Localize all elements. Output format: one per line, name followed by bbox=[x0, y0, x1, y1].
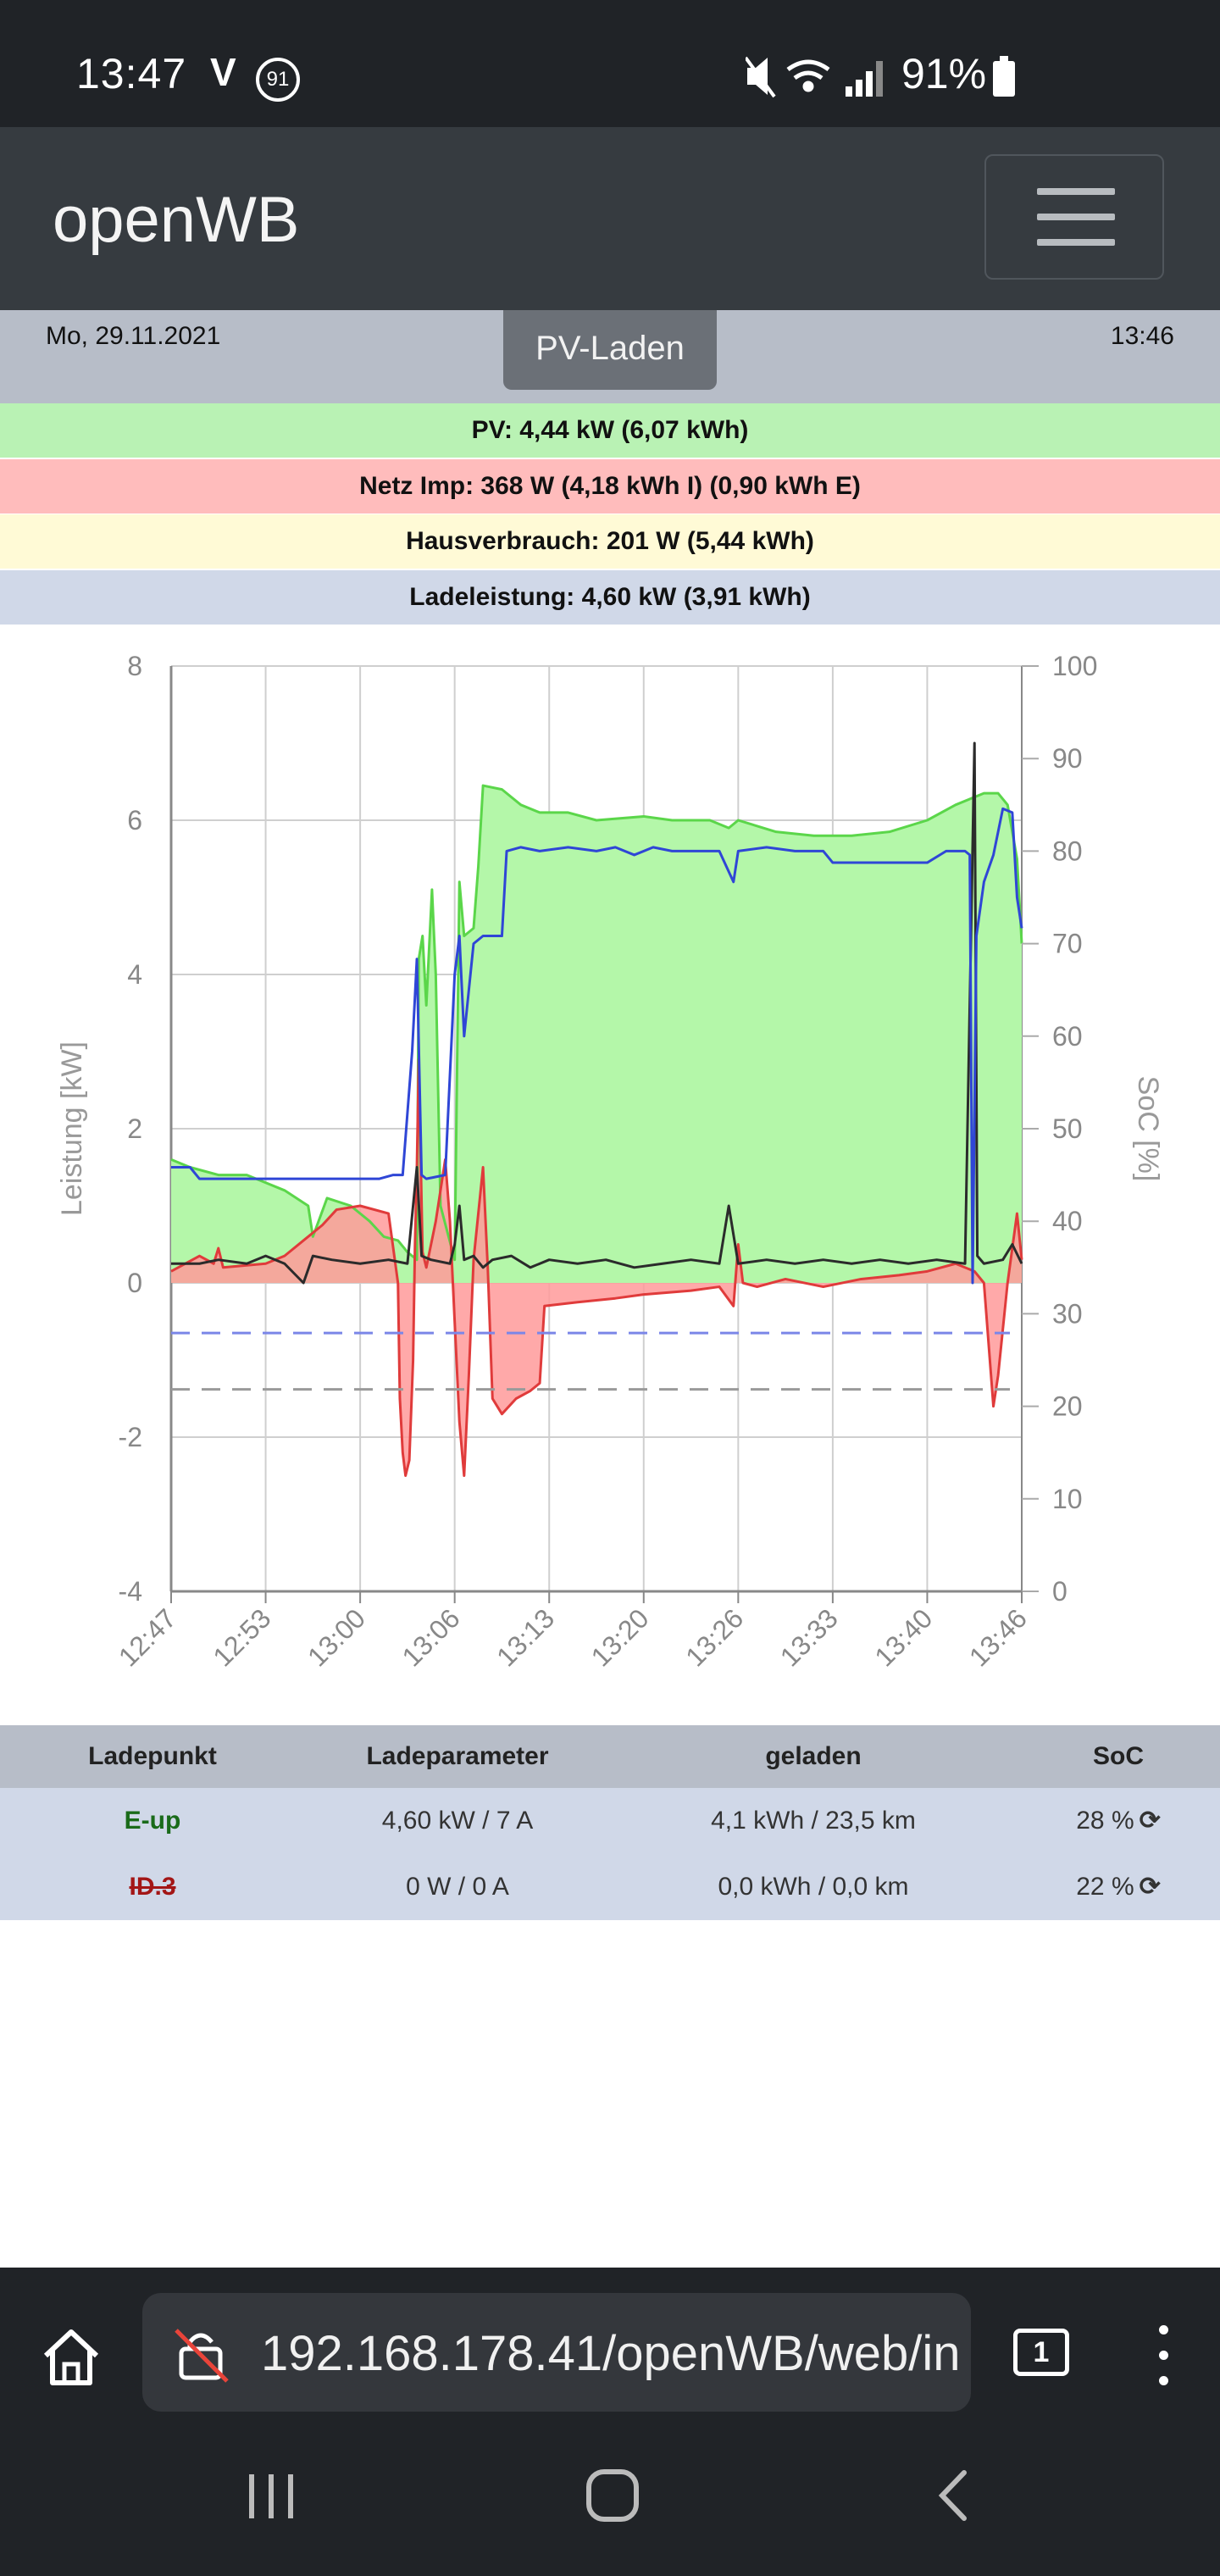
table-header: Ladepunkt Ladeparameter geladen SoC bbox=[0, 1725, 1220, 1788]
pv-stat: PV: 4,44 kW (6,07 kWh) bbox=[0, 403, 1220, 458]
chargepoint-params: 4,60 kW / 7 A bbox=[381, 1807, 534, 1835]
back-icon[interactable] bbox=[929, 2468, 979, 2523]
y2-tick-label: 80 bbox=[1052, 836, 1083, 866]
y2-tick-label: 0 bbox=[1052, 1576, 1068, 1607]
series-line-pv bbox=[170, 784, 1023, 1262]
menu-toggle-button[interactable] bbox=[984, 154, 1164, 280]
insecure-lock-icon[interactable] bbox=[173, 2325, 232, 2384]
charge-mode-button[interactable]: PV-Laden bbox=[503, 310, 717, 390]
y-tick-label: -2 bbox=[119, 1422, 142, 1452]
status-bar: 13:47 V 91 91% bbox=[0, 0, 1220, 127]
browser-toolbar: 192.168.178.41/openWB/web/in 1 bbox=[0, 2268, 1220, 2418]
table-row: ID.3 0 W / 0 A 0,0 kWh / 0,0 km 22 % ⟳ bbox=[0, 1854, 1220, 1920]
y2-tick-label: 40 bbox=[1052, 1206, 1083, 1236]
y-tick-label: 0 bbox=[127, 1268, 142, 1298]
y2-tick-label: 50 bbox=[1052, 1113, 1083, 1144]
chargepoint-table: Ladepunkt Ladeparameter geladen SoC E-up… bbox=[0, 1725, 1220, 1920]
table-row: E-up 4,60 kW / 7 A 4,1 kWh / 23,5 km 28 … bbox=[0, 1788, 1220, 1854]
y2-tick-label: 60 bbox=[1052, 1021, 1083, 1052]
wifi-icon bbox=[786, 59, 830, 92]
grid-stat: Netz Imp: 368 W (4,18 kWh I) (0,90 kWh E… bbox=[0, 459, 1220, 514]
mute-icon bbox=[746, 56, 776, 98]
brand-title[interactable]: openWB bbox=[53, 184, 300, 256]
header-ladeparameter: Ladeparameter bbox=[366, 1742, 549, 1770]
y-tick-label: 6 bbox=[127, 805, 142, 836]
current-time: 13:46 bbox=[1110, 322, 1174, 350]
current-date: Mo, 29.11.2021 bbox=[46, 322, 221, 350]
series-line-charge bbox=[171, 807, 1023, 1285]
y-axis-label: Leistung [kW] bbox=[56, 1041, 88, 1216]
x-tick-label: 13:06 bbox=[396, 1602, 466, 1672]
chargepoint-charged: 0,0 kWh / 0,0 km bbox=[718, 1873, 909, 1901]
chargepoint-soc: 22 % bbox=[1076, 1873, 1134, 1901]
x-tick-label: 13:00 bbox=[302, 1602, 371, 1672]
y2-tick-label: 70 bbox=[1052, 929, 1083, 959]
y-tick-label: -4 bbox=[119, 1576, 142, 1607]
y2-tick-label: 10 bbox=[1052, 1484, 1083, 1514]
url-text[interactable]: 192.168.178.41/openWB/web/in bbox=[261, 2326, 961, 2381]
battery-icon bbox=[993, 56, 1015, 97]
charge-stat: Ladeleistung: 4,60 kW (3,91 kWh) bbox=[0, 570, 1220, 625]
hamburger-icon bbox=[1037, 188, 1115, 195]
y-tick-label: 4 bbox=[127, 959, 142, 990]
chargepoint-name[interactable]: E-up bbox=[124, 1807, 181, 1835]
chargepoint-params: 0 W / 0 A bbox=[406, 1873, 509, 1901]
series-area-grid bbox=[171, 1059, 1022, 1476]
header-ladepunkt: Ladepunkt bbox=[88, 1742, 217, 1770]
battery-percent: 91% bbox=[901, 50, 987, 97]
header-soc: SoC bbox=[1093, 1742, 1144, 1770]
status-carrier: V bbox=[210, 50, 236, 94]
series-line-grid bbox=[170, 1058, 1023, 1477]
x-tick-label: 13:20 bbox=[585, 1602, 655, 1672]
y2-tick-label: 20 bbox=[1052, 1391, 1083, 1422]
chargepoint-soc: 28 % bbox=[1076, 1807, 1134, 1835]
status-icons bbox=[746, 56, 883, 98]
home-nav-icon[interactable] bbox=[585, 2468, 640, 2523]
x-tick-label: 12:47 bbox=[113, 1602, 182, 1672]
house-stat: Hausverbrauch: 201 W (5,44 kWh) bbox=[0, 514, 1220, 569]
tabs-button[interactable]: 1 bbox=[1013, 2329, 1069, 2376]
y2-tick-label: 30 bbox=[1052, 1298, 1083, 1329]
x-tick-label: 13:13 bbox=[491, 1602, 560, 1672]
recent-apps-icon[interactable] bbox=[244, 2469, 298, 2523]
system-navigation-bar bbox=[0, 2418, 1220, 2576]
x-tick-label: 13:46 bbox=[963, 1602, 1033, 1672]
home-icon[interactable] bbox=[37, 2323, 105, 2391]
x-tick-label: 13:40 bbox=[868, 1602, 938, 1672]
series-line-house bbox=[171, 741, 1023, 1285]
signal-icon bbox=[846, 61, 883, 97]
y-tick-label: 2 bbox=[127, 1113, 142, 1144]
y2-axis-label: SoC [%] bbox=[1132, 1076, 1164, 1182]
y2-tick-label: 100 bbox=[1052, 651, 1097, 681]
y-tick-label: 8 bbox=[127, 651, 142, 681]
refresh-icon[interactable]: ⟳ bbox=[1139, 1873, 1161, 1901]
chargepoint-charged: 4,1 kWh / 23,5 km bbox=[711, 1807, 916, 1835]
status-notification-badge: 91 bbox=[256, 58, 300, 102]
header-geladen: geladen bbox=[765, 1742, 862, 1770]
overflow-menu-icon[interactable] bbox=[1157, 2325, 1169, 2393]
chargepoint-name[interactable]: ID.3 bbox=[129, 1873, 176, 1901]
refresh-icon[interactable]: ⟳ bbox=[1139, 1807, 1161, 1835]
app-navbar: openWB bbox=[0, 127, 1220, 310]
x-tick-label: 13:33 bbox=[774, 1602, 844, 1672]
x-tick-label: 12:53 bbox=[207, 1602, 276, 1672]
address-bar[interactable]: 192.168.178.41/openWB/web/in bbox=[142, 2293, 971, 2412]
status-time: 13:47 bbox=[76, 50, 187, 97]
y2-tick-label: 90 bbox=[1052, 743, 1083, 774]
series-area-pv bbox=[171, 786, 1022, 1283]
power-chart: 8 6 4 2 0 -2 -4 100 90 80 70 60 50 40 30 20 10 0 12:47 12:5… bbox=[0, 625, 1220, 1725]
x-tick-label: 13:26 bbox=[679, 1602, 749, 1672]
info-bar: Mo, 29.11.2021 PV-Laden 13:46 bbox=[0, 310, 1220, 403]
